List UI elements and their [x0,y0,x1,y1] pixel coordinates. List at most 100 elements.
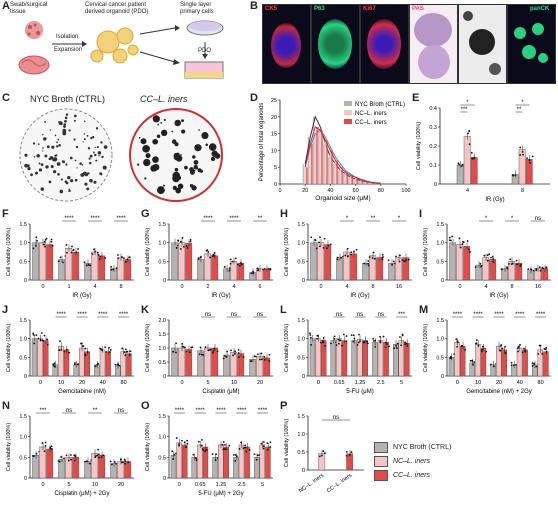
significance-label: ns [333,415,339,421]
data-point [541,266,544,269]
y-axis-label: Cell viability (100%) [6,228,12,276]
data-point [65,244,68,246]
data-point [462,241,465,244]
data-point [509,258,512,261]
data-point [45,237,48,240]
micrograph-brightfield [458,4,507,84]
x-tick-label: 20 [257,380,263,386]
data-point [388,345,391,348]
bar [318,453,326,471]
organoid-dot [80,173,85,177]
bar [404,342,410,377]
x-tick-label: 10 [231,380,237,386]
organoid-dot [70,179,74,183]
y-tick-label: 0.5 [297,259,305,265]
data-point [362,341,365,344]
data-point [124,354,127,357]
data-point [450,239,452,242]
bar [543,351,549,377]
hist-bar [363,181,365,184]
data-point [97,254,100,256]
data-point [531,155,534,158]
organoid-dot [27,166,31,171]
data-point [372,340,375,342]
organoid-dot [99,152,101,154]
bar [98,455,106,479]
data-point [50,447,53,450]
organoid-dot [45,137,47,140]
organoid-dot [156,134,161,139]
bar [72,457,80,479]
x-tick-label: 5 [261,482,264,488]
bar [336,338,342,377]
x-tick-label: 0 [180,380,183,386]
bar [356,339,363,377]
data-point [392,260,395,263]
data-point [399,254,401,257]
data-point [59,340,61,343]
bar [171,242,179,281]
data-point [229,258,232,261]
x-tick-label: 80 [378,188,384,194]
data-point [508,263,510,265]
data-point [371,257,374,259]
panel-letter-b: B [250,0,258,12]
organoid-dot [36,153,40,158]
significance-label: **** [453,312,463,318]
data-point [189,240,192,243]
data-point [32,455,34,457]
hist-bar [339,163,342,184]
bar [114,365,121,377]
y-tick-label: 1.0 [297,432,305,438]
organoid-dot [68,129,71,132]
data-point [204,346,207,348]
bar [204,253,212,281]
bar [223,354,231,377]
organoid-dot [102,165,107,170]
data-point [335,344,338,346]
data-point [322,336,325,339]
hist-bar [368,182,370,184]
data-point [58,460,61,463]
organoid-dot [46,145,50,149]
data-point [129,353,131,356]
panel-letter-i: I [419,208,423,220]
data-point [393,347,396,350]
y-tick-label: 1.0 [297,241,305,247]
x-axis-label: Cisplatin (μM) + 2Gy [55,491,110,497]
data-point [263,358,266,361]
data-point [318,241,320,244]
data-point [493,365,495,368]
data-point [511,174,514,176]
data-point [53,365,56,368]
hist-bar [304,167,306,184]
data-point [455,338,458,341]
data-point [206,249,209,251]
bar [315,338,321,377]
x-tick-label: 8 [510,284,513,290]
panel-letter-d: D [250,92,258,104]
organoid-dot [42,134,44,136]
x-tick-label: 1 [67,284,70,290]
bar [202,446,209,479]
data-point [320,454,323,457]
significance-label: ** [93,408,98,414]
x-tick-label: CC–L. iners [326,473,353,495]
data-point [108,346,110,349]
bar [204,347,212,377]
bar [124,461,132,479]
data-point [458,163,460,166]
data-point [110,269,113,271]
significance-label: ns [66,408,72,414]
data-point [207,349,210,352]
data-point [541,353,544,355]
x-tick-label: 40 [327,188,333,194]
organoid-dot [65,163,68,166]
data-point [539,269,542,272]
data-point [212,350,215,352]
data-point [91,253,94,255]
data-point [379,340,382,343]
data-point [117,254,119,256]
y-tick-label: 0 [434,182,437,188]
data-point [263,355,266,358]
